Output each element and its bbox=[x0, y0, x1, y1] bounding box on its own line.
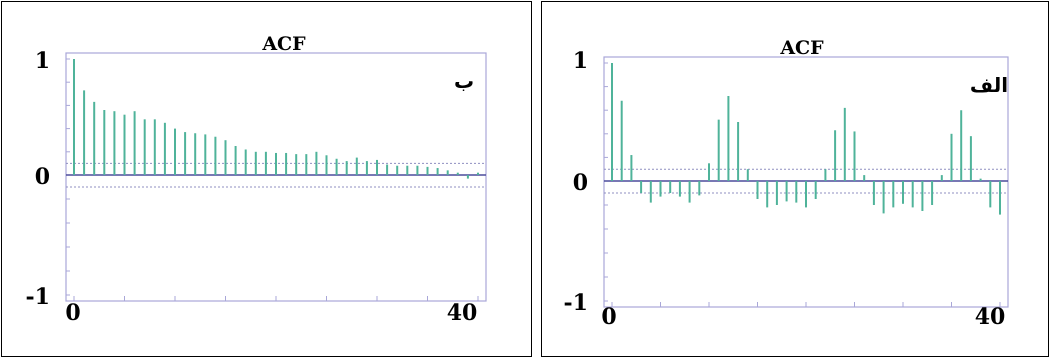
y-tick-label-1: 1 bbox=[35, 48, 50, 74]
plot-frame bbox=[65, 52, 487, 302]
x-tick-label-40: 40 bbox=[447, 300, 478, 326]
y-tick-label-0: 0 bbox=[35, 164, 50, 190]
plot-area bbox=[603, 56, 1009, 308]
chart-title: ACF bbox=[779, 37, 824, 59]
acf-chart-right: ACF الف 1 0 -1 0 40 bbox=[564, 37, 1009, 330]
x-tick-label-0: 0 bbox=[65, 300, 80, 326]
panel-label: ب bbox=[454, 69, 474, 93]
acf-panel-left: ACF ب 1 0 -1 0 40 bbox=[1, 1, 532, 357]
y-tick-label-neg1: -1 bbox=[564, 290, 588, 316]
x-tick-label-0: 0 bbox=[601, 304, 616, 330]
y-tick-label-0: 0 bbox=[573, 170, 588, 196]
acf-panel-right: ACF الف 1 0 -1 0 40 bbox=[541, 1, 1049, 357]
x-tick-label-40: 40 bbox=[975, 304, 1006, 330]
y-tick-label-neg1: -1 bbox=[26, 284, 50, 310]
chart-title: ACF bbox=[261, 33, 306, 55]
panel-label: الف bbox=[970, 73, 1008, 97]
y-tick-label-1: 1 bbox=[573, 48, 588, 74]
acf-chart-left: ACF ب 1 0 -1 0 40 bbox=[26, 33, 487, 326]
plot-area bbox=[65, 52, 487, 302]
